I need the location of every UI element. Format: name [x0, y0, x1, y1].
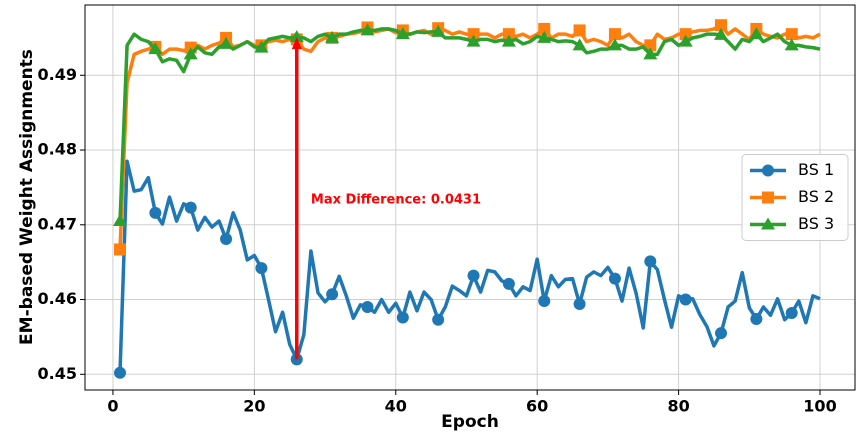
marker	[183, 47, 198, 60]
marker	[608, 28, 621, 41]
marker	[432, 313, 445, 326]
marker	[467, 28, 480, 41]
y-tick-label: 0.49	[38, 65, 77, 84]
marker	[785, 307, 798, 319]
series-line	[118, 27, 821, 222]
x-tick-label: 60	[526, 397, 548, 416]
marker	[749, 27, 764, 40]
marker	[326, 288, 339, 301]
marker	[220, 232, 233, 245]
marker	[254, 40, 269, 53]
y-axis-label: EM-based Weight Assignments	[17, 49, 37, 345]
y-tick-label: 0.46	[38, 289, 77, 308]
y-tick-label: 0.45	[38, 364, 77, 383]
arrow-head	[291, 37, 302, 50]
y-tick-label: 0.47	[38, 214, 77, 233]
marker	[114, 366, 126, 379]
marker	[184, 201, 197, 214]
marker	[360, 23, 375, 36]
x-tick-label: 100	[803, 397, 836, 416]
series-line	[118, 159, 821, 373]
marker	[149, 206, 162, 219]
marker	[750, 312, 763, 325]
marker	[538, 295, 551, 308]
marker	[679, 293, 692, 306]
marker	[644, 39, 657, 52]
marker	[467, 269, 480, 282]
marker	[607, 38, 622, 51]
marker	[289, 30, 304, 43]
marker	[502, 277, 515, 290]
marker	[361, 301, 374, 314]
marker	[678, 34, 693, 47]
marker	[785, 28, 798, 41]
marker	[537, 30, 552, 43]
marker	[219, 36, 234, 49]
marker	[608, 272, 621, 285]
marker	[643, 47, 658, 60]
series-line	[118, 23, 821, 250]
legend-label: BS 1	[798, 160, 834, 179]
marker	[501, 34, 516, 47]
x-tick-label: 20	[243, 397, 265, 416]
marker	[784, 38, 799, 51]
marker	[679, 28, 692, 41]
legend-label: BS 2	[798, 187, 834, 206]
marker	[715, 327, 728, 340]
marker	[431, 24, 446, 37]
marker	[538, 22, 551, 35]
marker	[255, 262, 268, 275]
y-tick-label: 0.48	[38, 140, 77, 159]
x-tick-label: 0	[107, 397, 118, 416]
marker	[714, 27, 729, 40]
marker	[762, 191, 774, 204]
marker	[762, 164, 774, 177]
marker	[715, 19, 728, 32]
legend-label: BS 3	[798, 214, 834, 233]
legend: BS 1 BS 2 BS 3	[741, 154, 849, 241]
annotation-text: Max Difference: 0.0431	[311, 193, 481, 208]
x-tick-label: 40	[385, 397, 407, 416]
x-tick-label: 80	[667, 397, 689, 416]
marker	[573, 298, 586, 311]
marker	[148, 42, 163, 55]
marker	[644, 255, 657, 268]
marker	[396, 311, 409, 324]
marker	[466, 34, 481, 47]
marker	[395, 27, 410, 40]
marker	[114, 243, 126, 256]
marker	[572, 38, 587, 51]
marker	[325, 30, 340, 43]
marker	[502, 28, 515, 41]
plot-frame	[84, 4, 856, 391]
marker	[761, 217, 775, 230]
x-axis-label: Epoch	[441, 412, 499, 432]
marker	[573, 24, 586, 37]
marker	[113, 214, 127, 227]
